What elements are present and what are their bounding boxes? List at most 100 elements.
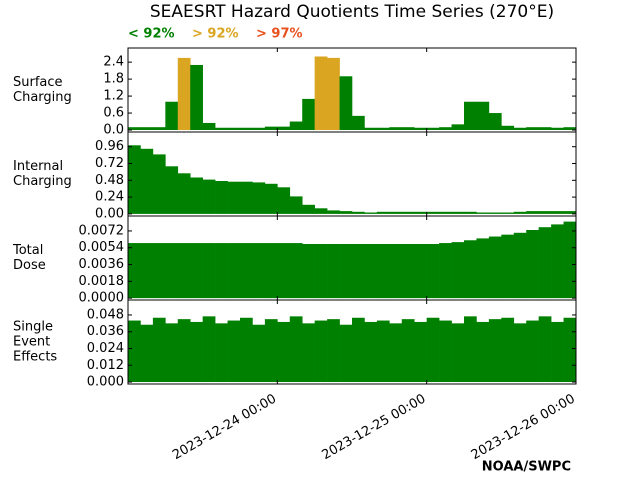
bar <box>538 227 552 299</box>
plot-frame <box>127 299 577 385</box>
bar <box>339 211 353 214</box>
bar <box>128 145 141 214</box>
bar <box>302 98 315 131</box>
bar <box>289 243 303 299</box>
y-axis-label: Surface <box>13 75 63 90</box>
y-tick-label: 0.0018 <box>79 274 125 289</box>
bar <box>202 122 216 131</box>
bar <box>152 154 166 214</box>
bar <box>538 316 552 383</box>
bar <box>339 324 353 383</box>
bar <box>240 317 253 383</box>
bar <box>252 243 266 299</box>
bar <box>177 173 191 214</box>
bar <box>190 321 203 383</box>
bar <box>551 224 564 299</box>
bar <box>277 243 291 299</box>
bar <box>451 124 465 131</box>
bar <box>264 243 278 299</box>
y-tick-label: 0.024 <box>87 341 124 356</box>
bar <box>451 323 465 383</box>
y-tick-label: 0.72 <box>95 156 124 171</box>
bar <box>352 211 365 214</box>
bar <box>389 127 403 131</box>
bar <box>327 319 340 383</box>
bar <box>140 324 154 383</box>
x-tick-label: 2023-12-25 00:00 <box>319 392 428 464</box>
bar <box>215 243 228 299</box>
bar <box>526 211 539 214</box>
bar <box>414 321 427 383</box>
bar <box>327 210 340 214</box>
bar <box>389 323 403 383</box>
bar <box>240 181 253 214</box>
y-tick-label: 0.000 <box>87 375 124 390</box>
bar <box>488 113 502 131</box>
bar <box>501 234 515 299</box>
bar <box>464 240 477 299</box>
bar <box>314 208 328 214</box>
bar <box>526 230 539 299</box>
bar <box>314 244 328 299</box>
y-tick-label: 0.0000 <box>79 291 125 306</box>
bar <box>165 323 179 383</box>
bar <box>190 243 203 299</box>
bar <box>376 244 390 299</box>
bar <box>464 211 477 214</box>
bar <box>277 187 291 214</box>
y-axis-label: Effects <box>13 350 57 365</box>
bar <box>464 101 477 131</box>
bar <box>538 127 552 131</box>
bar <box>401 211 415 214</box>
legend-label: > 97% <box>256 27 303 42</box>
y-tick-label: 0.0072 <box>79 223 125 238</box>
bar <box>215 323 228 383</box>
bar <box>389 244 403 299</box>
bar <box>513 211 527 214</box>
bar <box>152 317 166 383</box>
bar <box>501 125 515 131</box>
y-tick-label: 0.96 <box>95 139 124 154</box>
bar <box>538 211 552 214</box>
bar <box>227 127 241 131</box>
bar <box>513 127 527 131</box>
bar <box>376 320 390 383</box>
chart-title: SEAESRT Hazard Quotients Time Series (27… <box>150 2 554 22</box>
bar <box>215 127 228 131</box>
legend-label: > 92% <box>192 27 239 42</box>
bar <box>364 127 378 131</box>
bar <box>128 127 141 131</box>
bar <box>202 243 216 299</box>
bar <box>551 211 564 214</box>
bar <box>401 244 415 299</box>
bar <box>227 243 241 299</box>
bar <box>414 244 427 299</box>
bar <box>339 76 353 131</box>
y-axis-label: Charging <box>13 90 72 105</box>
bar <box>464 316 477 383</box>
bar <box>264 183 278 214</box>
y-axis-label: Single <box>13 320 53 335</box>
y-tick-label: 2.4 <box>103 55 124 70</box>
bar <box>302 244 315 299</box>
bar <box>352 317 365 383</box>
y-tick-label: 0.0 <box>103 123 124 138</box>
bar <box>401 127 415 131</box>
bar <box>551 127 564 131</box>
y-tick-label: 0.24 <box>95 190 124 205</box>
bar <box>414 127 427 131</box>
bar <box>140 127 154 131</box>
bar <box>426 211 440 214</box>
bar <box>439 320 452 383</box>
bar <box>501 212 515 214</box>
bar <box>165 101 179 131</box>
bar <box>177 243 191 299</box>
bar <box>352 244 365 299</box>
bar <box>327 57 340 131</box>
bar <box>451 242 465 299</box>
bar <box>513 232 527 299</box>
bar <box>277 321 291 383</box>
bar <box>488 236 502 299</box>
bar <box>439 243 452 299</box>
